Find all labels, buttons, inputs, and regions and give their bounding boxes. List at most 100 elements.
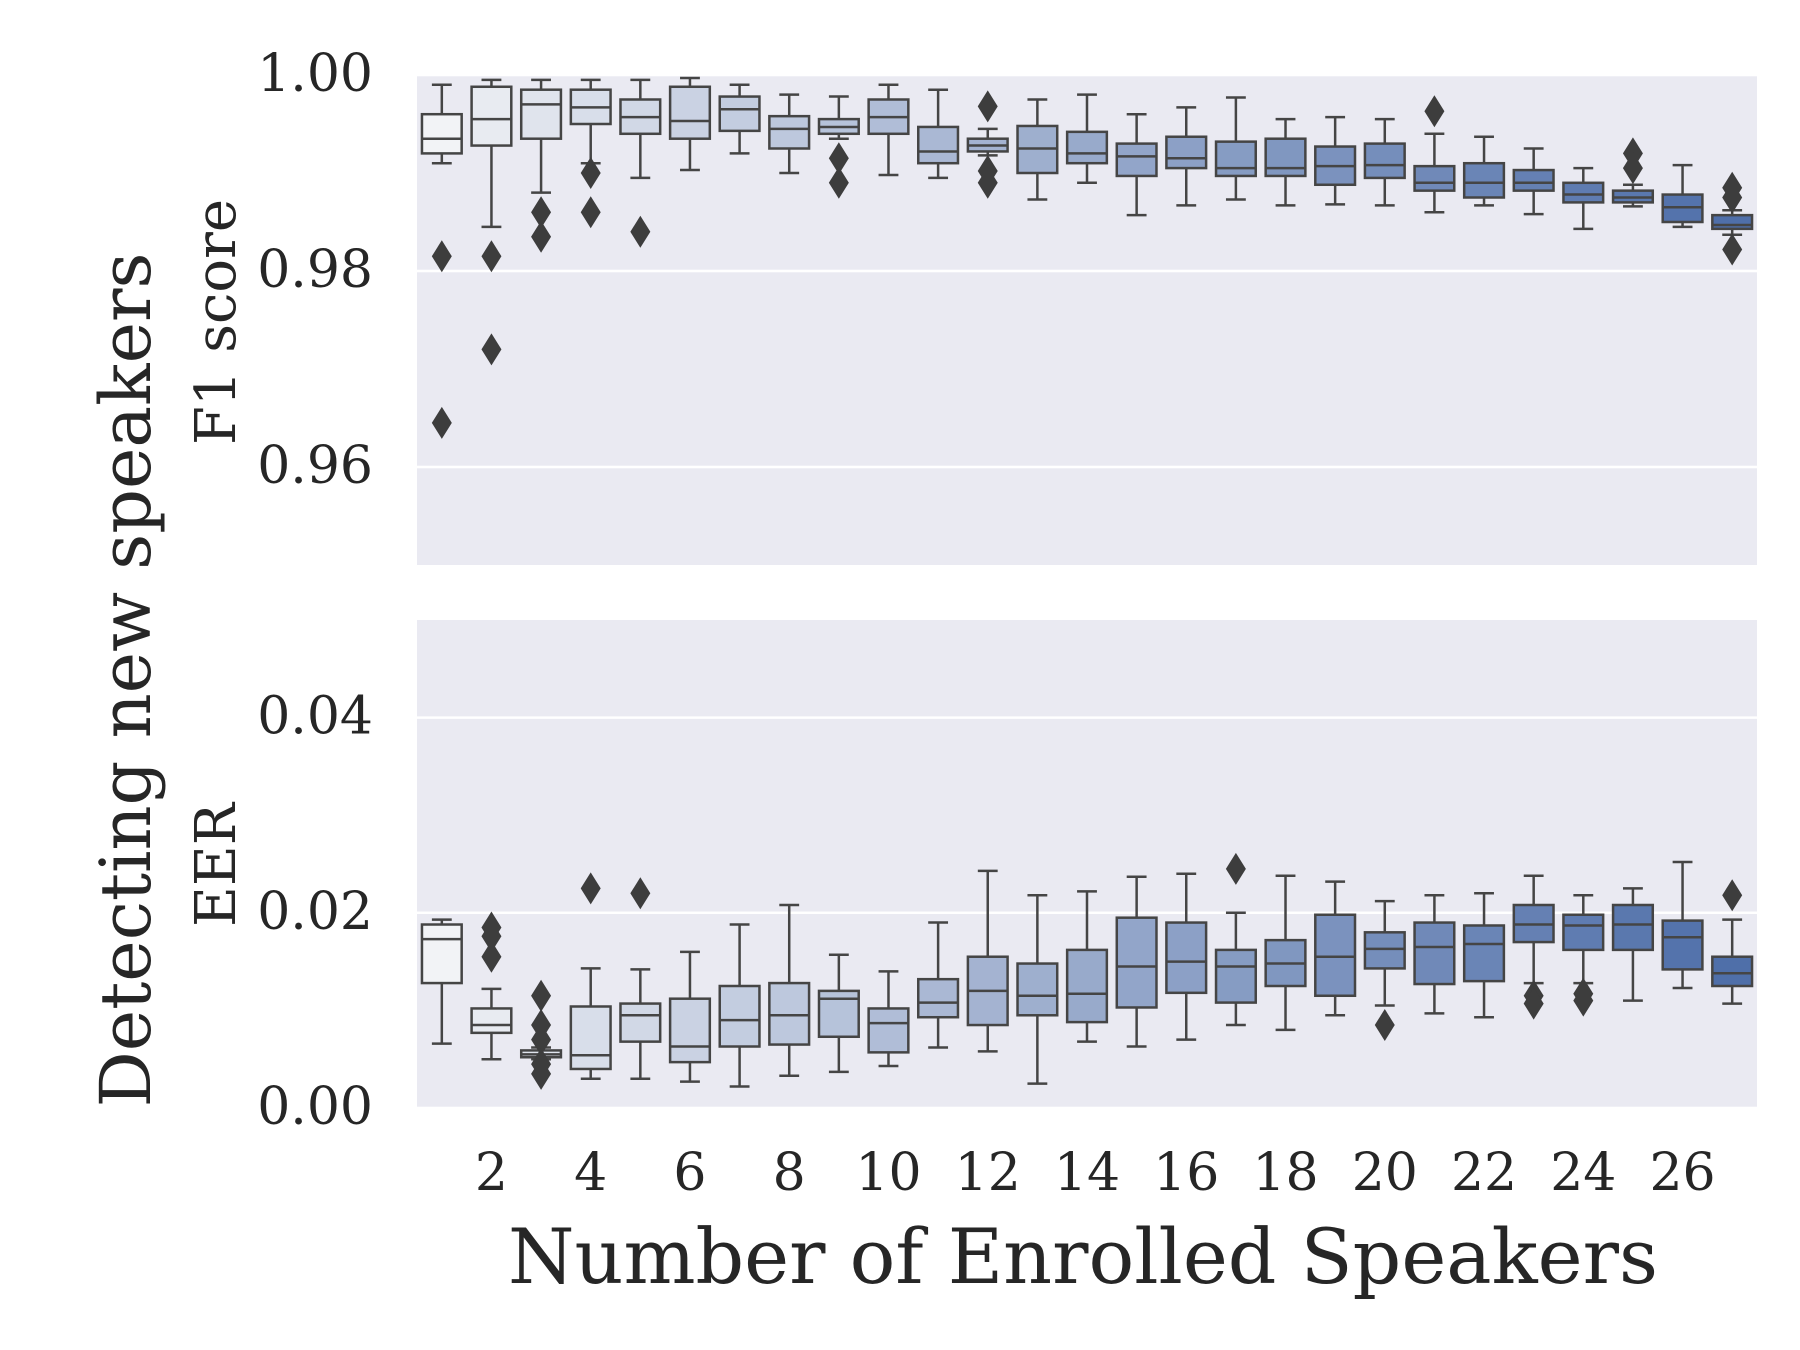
outlier-point	[1225, 852, 1246, 885]
f1-y-tick-label: 1.00	[257, 44, 373, 104]
figure-y-axis-label: Detecting new speakers	[85, 253, 167, 1108]
box-iqr	[1512, 168, 1555, 192]
outlier-point	[1573, 984, 1594, 1017]
f1-box-12	[966, 90, 1009, 199]
eer-box-25	[1611, 887, 1655, 1002]
f1-box-21	[1413, 95, 1456, 214]
eer-box-15	[1115, 875, 1158, 1048]
outlier-point	[828, 142, 849, 175]
outlier-point	[531, 979, 552, 1012]
outlier-point	[481, 920, 502, 953]
eer-box-17	[1214, 852, 1257, 1027]
outlier-point	[580, 872, 601, 905]
f1-box-11	[917, 88, 960, 180]
figure-x-axis-label: Number of Enrolled Speakers	[508, 1212, 1658, 1301]
outlier-point	[630, 215, 651, 248]
f1-box-18	[1264, 117, 1307, 207]
f1-box-14	[1065, 93, 1109, 185]
outlier-point	[481, 940, 502, 973]
x-tick-label: 10	[855, 1143, 921, 1203]
eer-box-2	[470, 911, 513, 1061]
outlier-point	[1722, 879, 1743, 912]
box-iqr	[1065, 948, 1109, 1024]
box-iqr	[1711, 213, 1754, 231]
f1-box-5	[619, 78, 662, 248]
eer-y-tick-label: 0.02	[257, 882, 373, 942]
outlier-point	[580, 157, 601, 189]
x-tick-label: 8	[773, 1143, 806, 1203]
box-iqr	[1611, 903, 1655, 952]
f1-box-4	[569, 78, 612, 229]
box-iqr	[1562, 913, 1605, 952]
eer-box-8	[768, 903, 811, 1078]
eer-box-7	[718, 923, 761, 1088]
outlier-point	[431, 240, 452, 273]
box-iqr	[1264, 137, 1307, 178]
f1-box-24	[1562, 166, 1605, 231]
outlier-point	[1523, 987, 1544, 1020]
eer-y-tick-label: 0.04	[257, 687, 373, 747]
f1-y-tick-label: 0.98	[257, 240, 373, 300]
box-iqr	[1413, 164, 1456, 192]
outlier-point	[1424, 95, 1445, 128]
f1-box-26	[1661, 163, 1704, 229]
f1-y-axis-label: F1 score	[184, 199, 249, 445]
box-iqr	[1115, 142, 1158, 178]
eer-box-11	[917, 921, 960, 1049]
box-iqr	[768, 981, 811, 1046]
box-iqr	[1462, 161, 1506, 199]
box-iqr	[1016, 962, 1059, 1017]
f1-box-10	[867, 83, 910, 177]
x-tick-label: 18	[1252, 1143, 1318, 1203]
f1-box-9	[817, 95, 860, 199]
f1-box-27	[1711, 171, 1754, 266]
f1-box-3	[519, 78, 563, 253]
box-iqr	[470, 1007, 513, 1035]
eer-box-18	[1264, 874, 1307, 1032]
x-tick-label: 20	[1352, 1143, 1418, 1203]
eer-boxes	[420, 852, 1754, 1090]
x-tick-label: 16	[1153, 1143, 1219, 1203]
box-iqr	[1661, 919, 1704, 971]
f1-box-7	[718, 83, 761, 155]
f1-y-tick-label: 0.96	[257, 436, 373, 496]
x-tick-labels: 2 4 6 8 10 12 14 16 18 20 22 24 26	[475, 1143, 1716, 1203]
eer-box-5	[619, 877, 662, 1080]
eer-box-27	[1711, 879, 1754, 1005]
box-iqr	[1363, 931, 1406, 970]
eer-y-tick-label: 0.00	[257, 1077, 373, 1137]
eer-box-3	[519, 979, 563, 1090]
x-tick-label: 2	[475, 1143, 508, 1203]
box-iqr	[1165, 135, 1208, 170]
x-tick-label: 14	[1054, 1143, 1120, 1203]
x-tick-label: 6	[673, 1143, 706, 1203]
f1-grid	[417, 73, 1757, 469]
box-iqr	[470, 85, 513, 147]
eer-box-20	[1363, 899, 1406, 1042]
f1-box-15	[1115, 112, 1158, 217]
f1-boxes	[420, 76, 1754, 439]
x-tick-label: 12	[955, 1143, 1021, 1203]
f1-box-6	[668, 76, 712, 172]
outlier-point	[630, 877, 651, 910]
x-tick-label: 24	[1550, 1143, 1616, 1203]
box-iqr	[1363, 142, 1406, 180]
box-iqr	[1314, 913, 1357, 998]
eer-box-4	[569, 872, 612, 1080]
eer-box-1	[420, 918, 463, 1045]
eer-box-24	[1562, 893, 1605, 1017]
eer-box-22	[1462, 892, 1506, 1019]
f1-y-tick-labels: 0.96 0.98 1.00	[257, 44, 373, 496]
box-iqr	[668, 997, 712, 1064]
eer-box-10	[867, 970, 910, 1068]
eer-box-19	[1314, 880, 1357, 1017]
outlier-point	[1722, 181, 1743, 214]
x-tick-label: 4	[574, 1143, 607, 1203]
box-iqr	[420, 112, 463, 155]
box-iqr	[1462, 924, 1506, 983]
outlier-point	[580, 196, 601, 229]
box-iqr	[917, 125, 960, 165]
box-iqr	[1214, 948, 1257, 1004]
box-iqr	[1562, 181, 1605, 204]
